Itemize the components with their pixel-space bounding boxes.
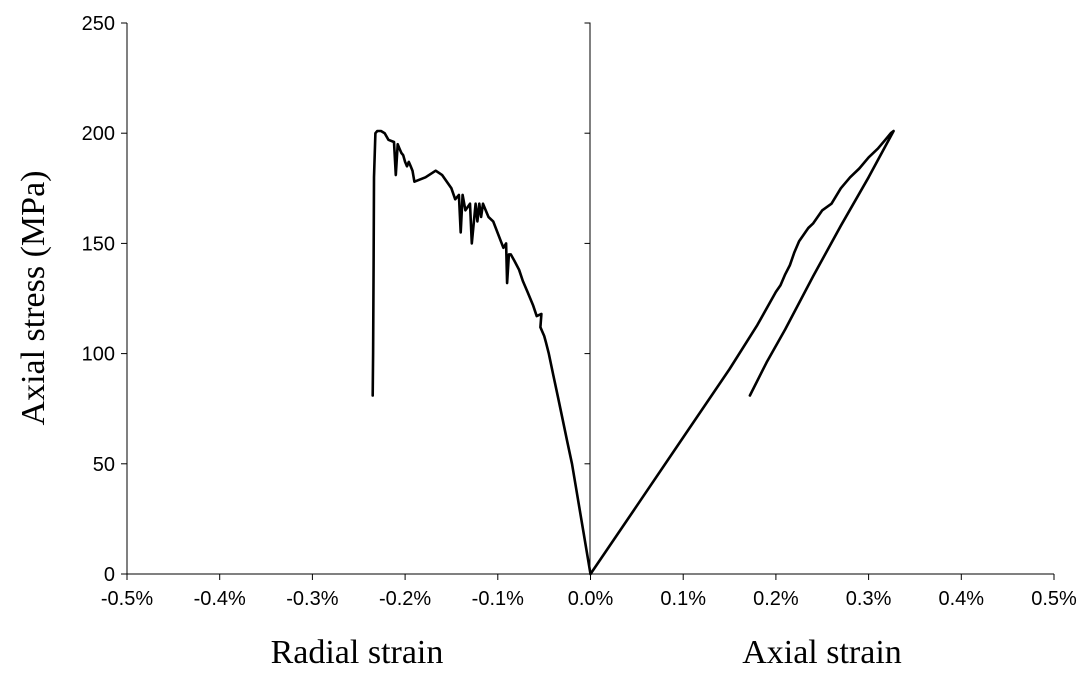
y-tick-label: 150	[82, 233, 115, 255]
y-tick-label: 200	[82, 123, 115, 145]
series-group	[371, 129, 895, 576]
axial-strain-curve	[589, 129, 895, 576]
x-tick-label: 0.5%	[1031, 588, 1077, 610]
y-ticks: 0 50 100 150 200 250	[82, 13, 591, 586]
x-axis-title-axial: Axial strain	[742, 634, 902, 671]
x-tick-label: -0.5%	[101, 588, 153, 610]
x-axis-title-radial: Radial strain	[271, 634, 444, 671]
x-tick-label: 0.2%	[753, 588, 799, 610]
x-tick-label: -0.2%	[379, 588, 431, 610]
radial-strain-curve	[371, 129, 592, 576]
x-tick-label: -0.1%	[472, 588, 524, 610]
y-tick-label: 100	[82, 344, 115, 366]
y-tick-label: 0	[104, 564, 115, 586]
x-ticks: -0.5% -0.4% -0.3% -0.2% -0.1% 0.0% 0.1% 0.2% 0.3…	[101, 574, 1077, 610]
x-tick-label: -0.3%	[286, 588, 338, 610]
y-axis-title: Axial stress (MPa)	[15, 171, 52, 426]
x-tick-label: 0.4%	[939, 588, 985, 610]
y-tick-label: 250	[82, 13, 115, 35]
y-tick-label: 50	[93, 454, 115, 476]
x-tick-label: 0.3%	[846, 588, 892, 610]
x-tick-label: -0.4%	[194, 588, 246, 610]
axes	[126, 23, 1054, 575]
x-tick-label: 0.0%	[568, 588, 614, 610]
x-tick-label: 0.1%	[660, 588, 706, 610]
